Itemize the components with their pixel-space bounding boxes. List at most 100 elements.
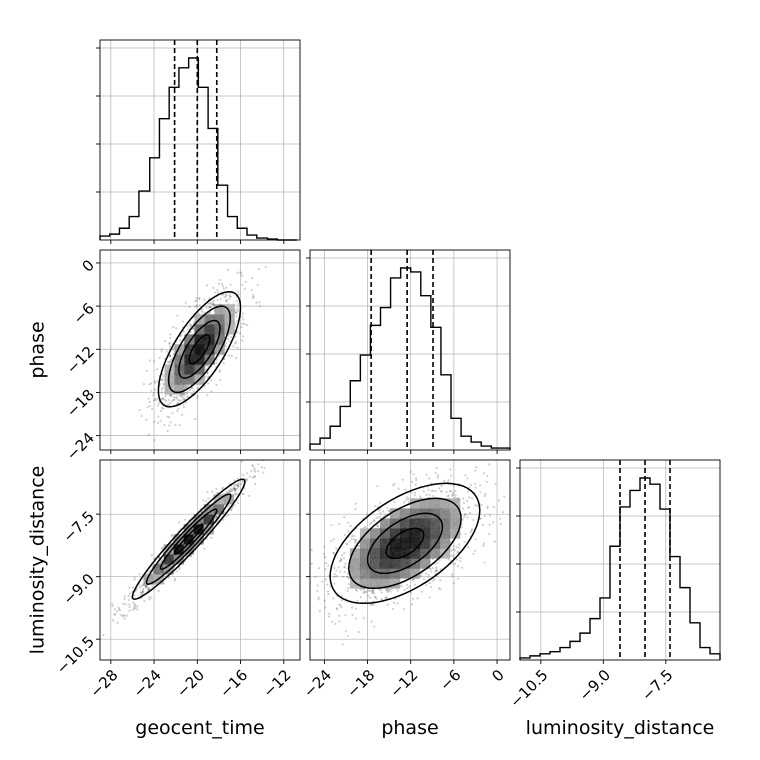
density-cell <box>204 314 215 325</box>
scatter-point <box>453 548 456 552</box>
histogram-bar-phase-2 <box>330 426 340 450</box>
scatter-point <box>136 605 139 608</box>
scatter-point <box>219 378 222 381</box>
scatter-point <box>245 478 248 482</box>
scatter-point <box>463 513 467 517</box>
scatter-point <box>198 304 201 307</box>
scatter-point <box>206 491 209 494</box>
scatter-point <box>427 576 430 579</box>
density-cell <box>223 494 234 505</box>
scatter-point <box>242 335 245 338</box>
scatter-point <box>317 596 320 599</box>
scatter-point <box>489 514 492 517</box>
scatter-point <box>379 588 382 591</box>
scatter-point <box>184 386 187 389</box>
scatter-point <box>167 403 170 406</box>
scatter-point <box>471 528 474 531</box>
scatter-point <box>340 599 344 602</box>
scatter-point <box>368 590 371 593</box>
density-cell <box>349 558 361 569</box>
scatter-point <box>156 397 159 401</box>
histogram-bar-luminosity_distance-2 <box>540 654 550 660</box>
density-cell <box>439 508 451 519</box>
contour-phase-vs-geocent_time-0.5-sigma <box>188 334 211 365</box>
scatter-point <box>436 561 439 565</box>
scatter-point <box>345 575 348 578</box>
density-cell <box>204 354 215 365</box>
scatter-point <box>376 524 379 527</box>
density-cell <box>379 518 391 529</box>
scatter-point <box>474 469 477 472</box>
scatter-point <box>253 470 257 473</box>
histogram-bar-geocent_time-5 <box>150 158 160 240</box>
scatter-point <box>136 608 139 611</box>
density-cell <box>204 324 215 335</box>
x-tick-label-phase-0: −24 <box>300 666 335 701</box>
scatter-point <box>162 379 165 382</box>
scatter-point <box>452 554 455 557</box>
density-cell <box>409 498 421 509</box>
scatter-point <box>218 370 221 373</box>
scatter-point <box>317 598 320 601</box>
scatter-point <box>228 482 231 485</box>
scatter-point <box>140 590 144 594</box>
scatter-point <box>227 505 230 508</box>
density-cell <box>389 548 401 559</box>
scatter-point <box>396 589 399 592</box>
scatter-point <box>370 620 373 623</box>
scatter-point <box>437 474 440 477</box>
scatter-point <box>447 479 450 482</box>
scatter-point <box>241 492 244 496</box>
density-cell <box>183 544 194 555</box>
scatter-point <box>342 575 345 578</box>
density-cell <box>389 528 401 539</box>
density-cell <box>429 528 441 539</box>
scatter-point <box>150 407 154 410</box>
scatter-point <box>450 554 453 557</box>
density-cell <box>163 554 174 565</box>
density-cell <box>173 554 184 565</box>
scatter-point <box>413 494 416 497</box>
scatter-point <box>148 400 151 404</box>
scatter-point <box>204 368 208 371</box>
scatter-point <box>347 521 350 524</box>
scatter-point <box>225 286 228 289</box>
scatter-point <box>228 340 231 343</box>
density-cell <box>359 558 371 569</box>
scatter-point <box>450 474 453 478</box>
scatter-point <box>153 388 156 391</box>
scatter-point <box>164 395 167 398</box>
histogram-bar-phase-1 <box>320 438 330 450</box>
scatter-point <box>123 617 126 620</box>
scatter-point <box>192 327 195 330</box>
scatter-point <box>339 570 342 573</box>
scatter-point <box>443 479 446 483</box>
scatter-point <box>439 587 442 591</box>
scatter-point <box>194 417 197 421</box>
scatter-point <box>248 494 251 497</box>
scatter-point <box>379 501 382 504</box>
scatter-point <box>221 488 224 491</box>
scatter-point <box>340 554 344 557</box>
scatter-point <box>369 521 373 525</box>
scatter-point <box>241 322 244 325</box>
scatter-point <box>327 592 330 596</box>
scatter-point <box>144 585 147 588</box>
scatter-point <box>123 595 127 598</box>
scatter-point <box>221 293 224 296</box>
scatter-point <box>208 305 211 308</box>
histogram-bar-geocent_time-1 <box>110 234 120 240</box>
density-cell <box>184 374 195 385</box>
scatter-point <box>339 559 342 562</box>
scatter-point <box>236 483 239 487</box>
density-cell <box>399 538 411 549</box>
scatter-point <box>228 491 232 494</box>
scatter-point <box>160 560 163 563</box>
scatter-point <box>148 588 151 591</box>
scatter-point <box>392 601 396 604</box>
scatter-point <box>435 569 438 573</box>
scatter-point <box>464 532 467 535</box>
scatter-point <box>435 566 438 569</box>
scatter-point <box>227 334 230 337</box>
scatter-point <box>452 491 455 494</box>
